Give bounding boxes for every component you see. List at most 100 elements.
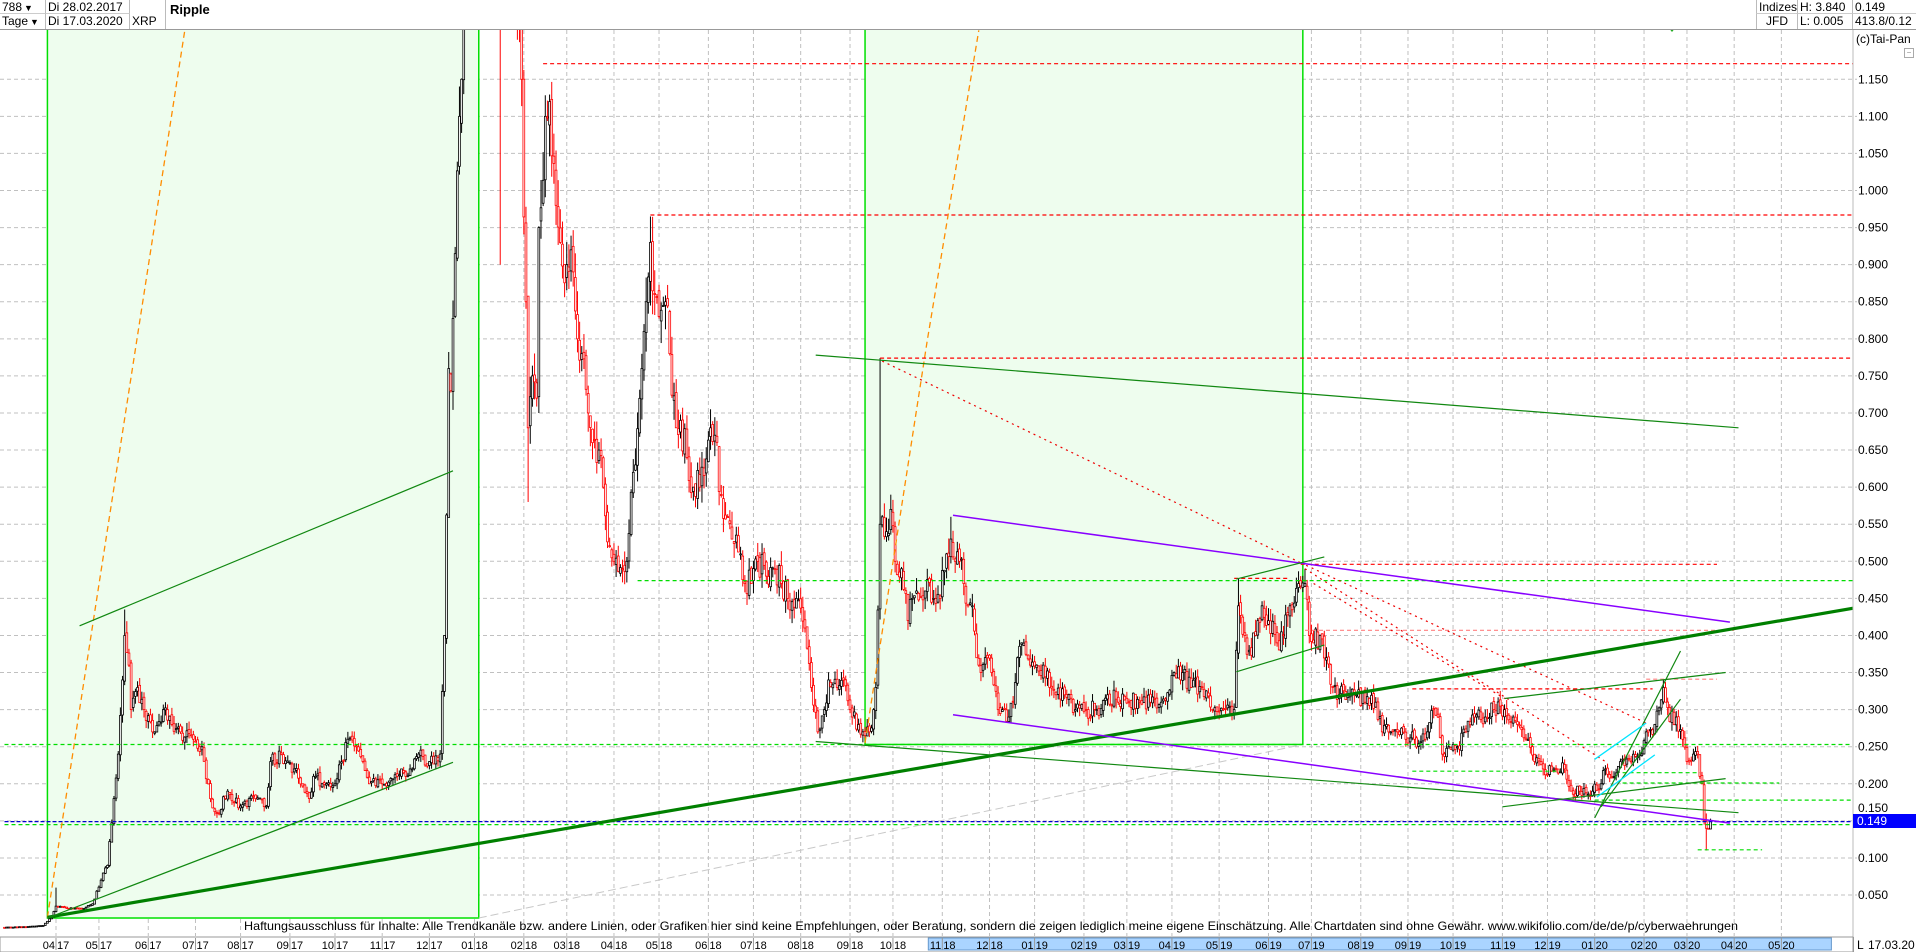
candle-body (1157, 704, 1161, 708)
header-bar: 788 ▼ Tage ▼ Di 28.02.2017 Di 17.03.2020 X… (0, 0, 1916, 30)
candle-body (1473, 713, 1476, 718)
candle-body (979, 665, 983, 673)
candle-body (48, 918, 51, 922)
candle-body (567, 266, 571, 272)
candle-body (526, 295, 530, 429)
candle-body (801, 607, 805, 622)
candle-body (395, 773, 399, 777)
x-tick-label-month: 07 (740, 940, 752, 952)
x-tick-label-year: 18 (525, 940, 537, 952)
candle-body (674, 392, 678, 429)
candle-body (322, 782, 326, 785)
x-tick-label-month: 06 (695, 940, 707, 952)
candle-body (556, 206, 560, 228)
candle-body (1048, 672, 1051, 688)
candle-body (653, 293, 657, 295)
candle-body (799, 598, 802, 609)
candle-body (462, 30, 466, 81)
candle-body (925, 579, 929, 592)
x-tick-label-month: 04 (1721, 940, 1733, 952)
candle-body (717, 446, 721, 492)
candle-body (745, 580, 749, 594)
candle-body (853, 711, 856, 717)
candle-body (1020, 642, 1024, 645)
candle-body (1076, 703, 1079, 709)
candle-body (1282, 634, 1285, 637)
chevron-down-icon: ▼ (24, 3, 33, 13)
candle-body (601, 457, 605, 488)
candle-body (647, 276, 650, 303)
candle-body (265, 805, 268, 808)
candle-body (825, 702, 828, 711)
period-value: Tage (2, 14, 29, 28)
candle-body (1172, 672, 1176, 676)
x-tick-label-year: 20 (1645, 940, 1657, 952)
candle-body (1095, 709, 1099, 712)
candle-body (1292, 602, 1296, 608)
candle-body (623, 564, 626, 572)
x-tick-label-year: 20 (1688, 940, 1700, 952)
x-axis-visible-range (927, 937, 1832, 951)
candle-body (1168, 689, 1172, 695)
candle-body (417, 753, 420, 758)
candle-body (153, 731, 157, 734)
x-tick-label-month: 08 (1348, 940, 1360, 952)
candle-body (760, 553, 764, 575)
candle-body (1685, 747, 1689, 762)
candle-body (370, 781, 373, 784)
candle-body (301, 783, 305, 787)
candle-body (1554, 767, 1558, 770)
date-from[interactable]: Di 28.02.2017 (46, 0, 130, 14)
candle-body (649, 242, 652, 282)
candle-body (389, 777, 393, 782)
collapse-icon[interactable]: − (1904, 48, 1914, 58)
candle-body (1522, 728, 1526, 739)
candle-body (1301, 582, 1305, 588)
candle-body (1679, 729, 1682, 732)
candle-body (140, 698, 144, 705)
x-tick-label-month: 07 (1298, 940, 1310, 952)
candle-body (413, 758, 416, 770)
bars-select[interactable]: 788 ▼ (0, 0, 46, 14)
candle-body (1410, 731, 1414, 739)
candle-body (18, 926, 21, 929)
candle-body (863, 730, 867, 736)
volume-info: 413.8/0.12 (1855, 14, 1912, 28)
y-tick-label: 1.000 (1858, 184, 1888, 198)
period-select[interactable]: Tage ▼ (0, 14, 46, 29)
candle-body (224, 795, 227, 799)
candle-body (520, 30, 523, 80)
candle-body (269, 761, 272, 787)
date-to[interactable]: Di 17.03.2020 (46, 14, 130, 29)
candle-body (1395, 729, 1399, 733)
candle-body (436, 757, 440, 762)
y-tick-label: 0.750 (1858, 369, 1888, 383)
candle-body (1374, 701, 1378, 708)
candle-body (368, 776, 371, 785)
x-axis[interactable]: 04 17 05 17 06 17 07 17 08 17 09 17 10 17 11 17 12 17 01 18… (0, 936, 1854, 952)
candle-body (1539, 761, 1543, 766)
candle-body (887, 533, 890, 537)
y-tick-label: 0.250 (1858, 740, 1888, 754)
trendline-green-thin (1504, 671, 1726, 700)
candle-body (1380, 715, 1384, 733)
candle-body (1093, 702, 1096, 710)
candle-body (1490, 702, 1493, 717)
scale-mode-label[interactable]: L (1857, 938, 1864, 952)
candle-body (1483, 716, 1487, 723)
y-tick-label: 0.850 (1858, 295, 1888, 309)
candle-body (1481, 717, 1485, 725)
trendline-green-thin (1594, 650, 1682, 819)
bars-value: 788 (2, 0, 23, 14)
candle-body (1258, 618, 1262, 623)
candle-body (1546, 773, 1549, 776)
candle-body (174, 728, 178, 731)
candle-body (179, 725, 182, 733)
candle-body (1494, 710, 1498, 716)
candle-body (1013, 682, 1017, 705)
candle-body (958, 548, 961, 562)
candle-body (438, 753, 442, 763)
x-tick-label-month: 03 (1114, 940, 1126, 952)
candle-body (189, 734, 193, 737)
